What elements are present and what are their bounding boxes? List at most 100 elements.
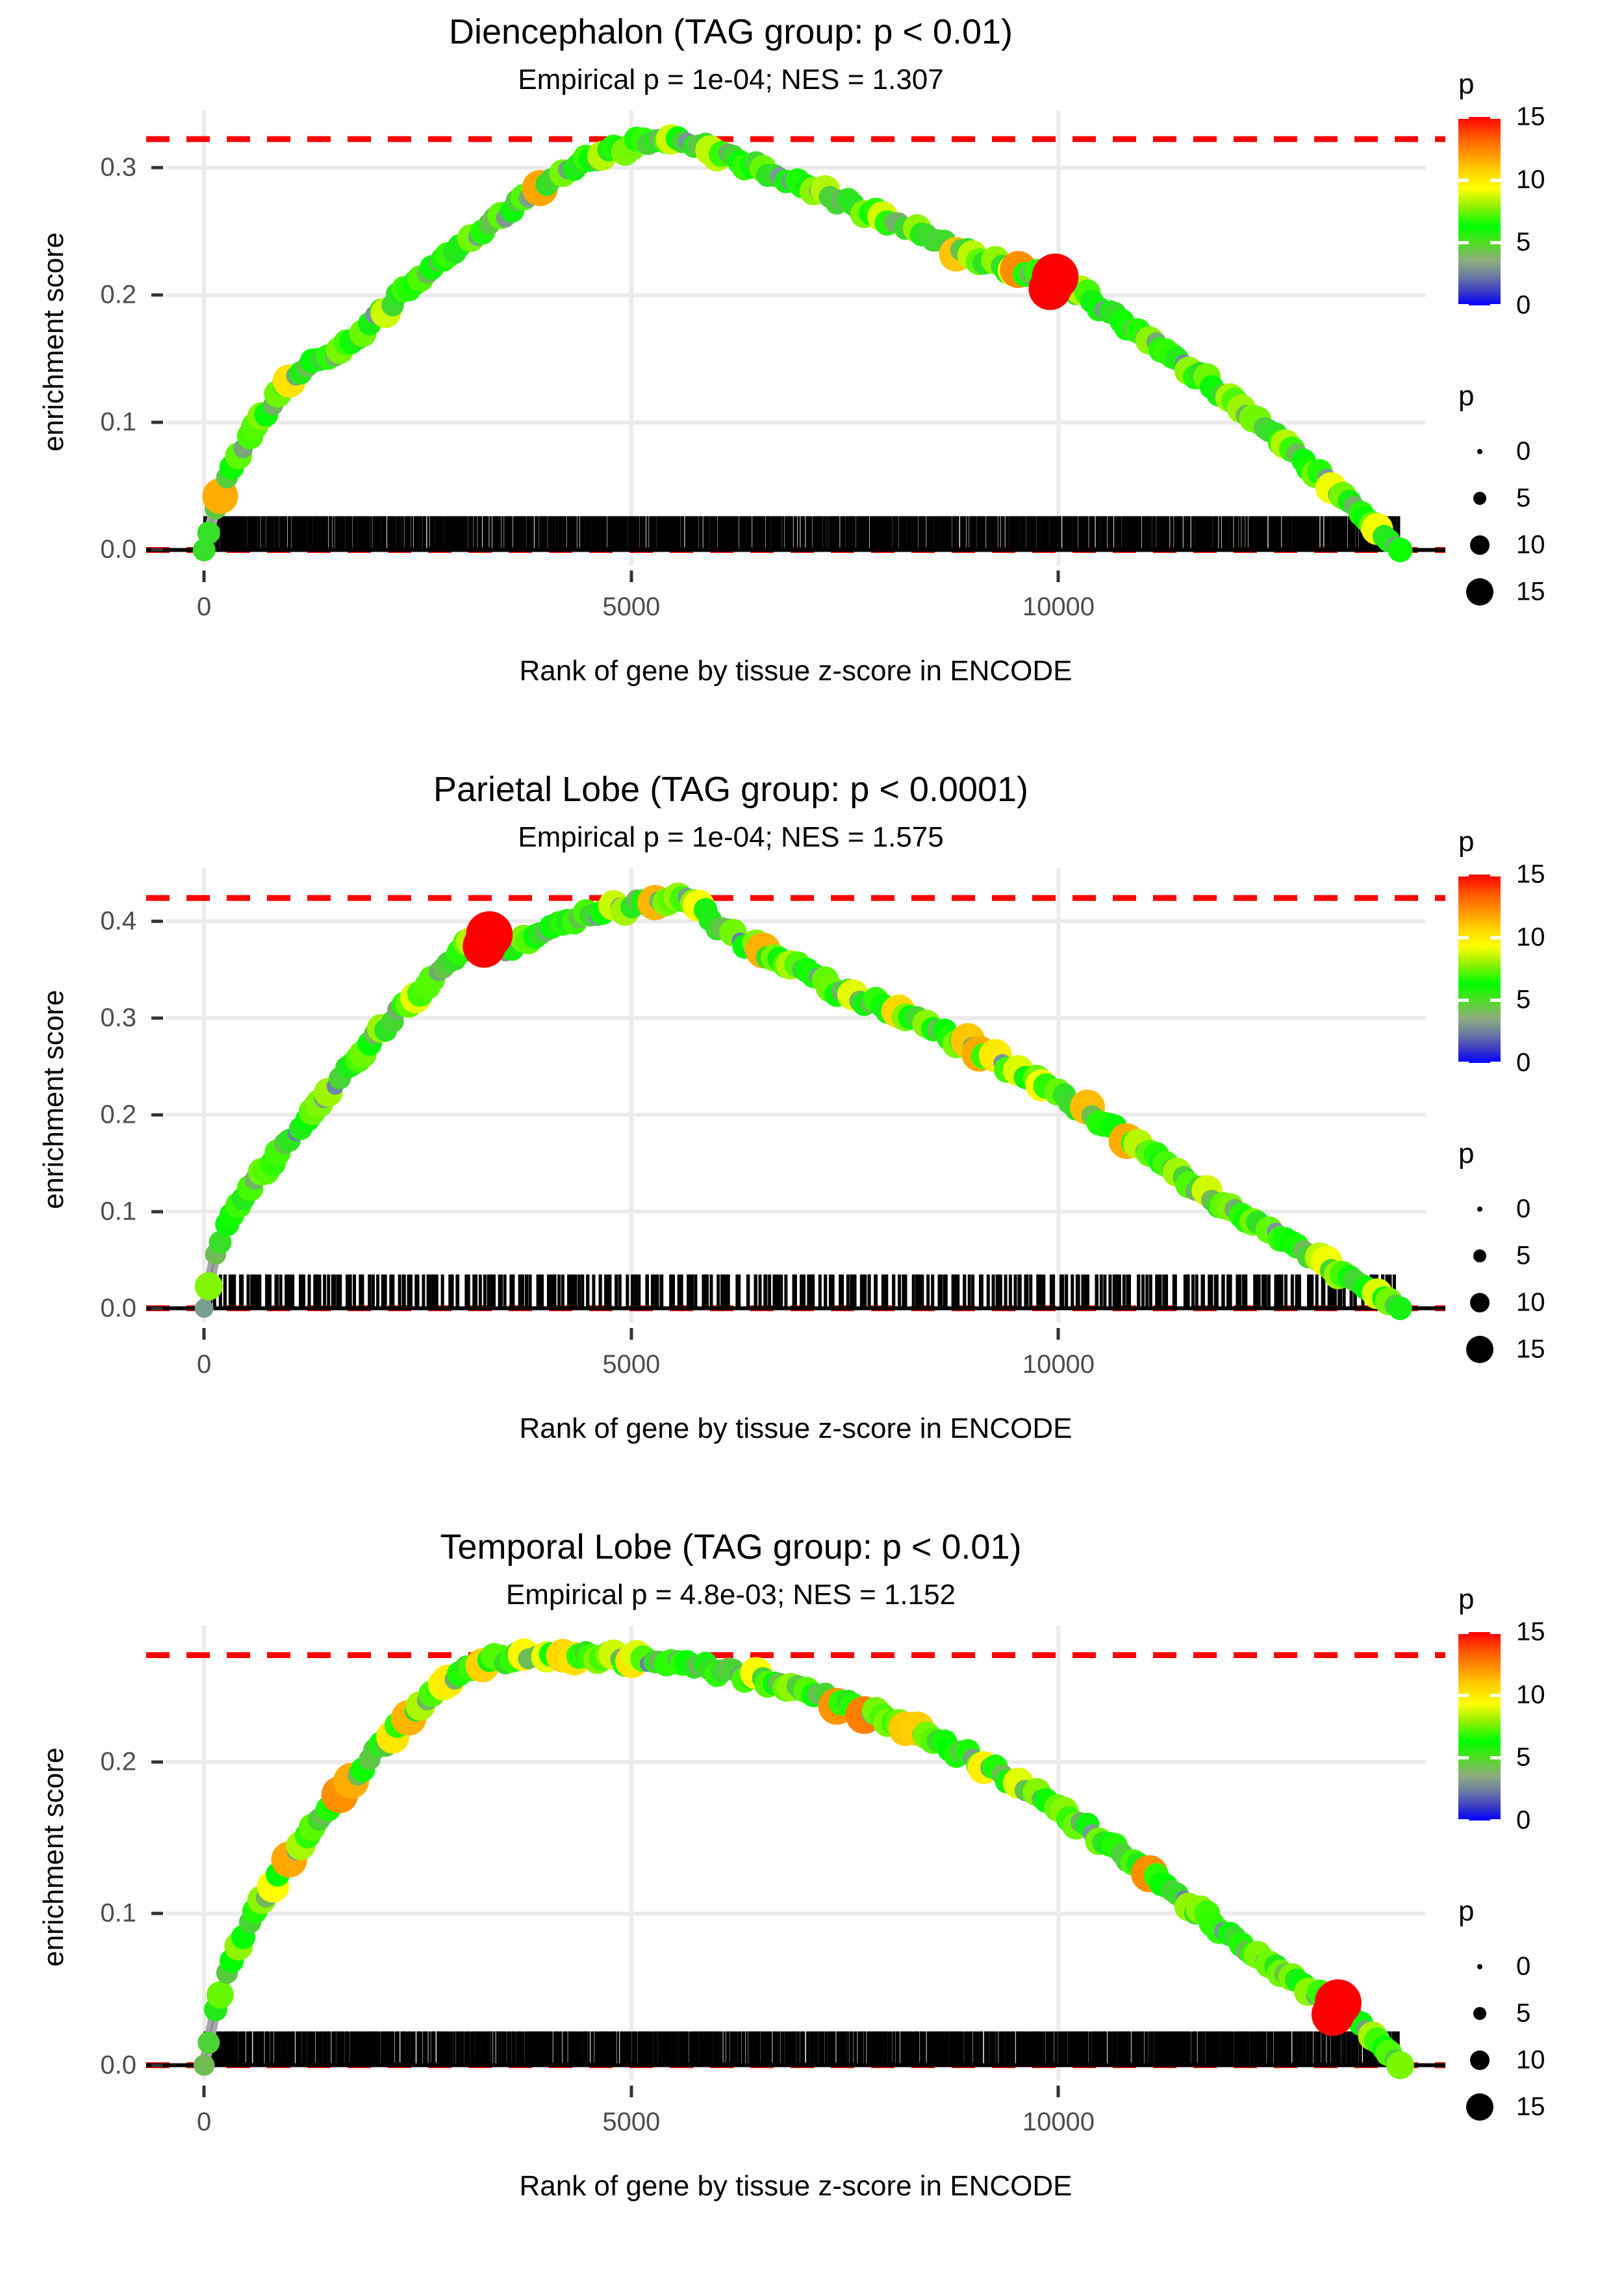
size-legend-label: 0 [1516,437,1531,466]
y-tick-mark [151,1210,163,1214]
plot-area [146,868,1445,1323]
color-legend-tick-label: 0 [1516,1806,1531,1835]
color-legend-tick-label: 0 [1516,1048,1531,1077]
size-legend-label: 10 [1516,1288,1545,1317]
color-legend-tick-label: 15 [1516,102,1545,131]
panel-parietal-lobe: Parietal Lobe (TAG group: p < 0.0001) Emp… [0,758,1624,1498]
x-tick-label: 10000 [1022,1350,1095,1379]
panel-diencephalon: Diencephalon (TAG group: p < 0.01) Empiri… [0,0,1624,741]
size-legend-dot [1466,1336,1493,1363]
y-tick-label: 0.1 [100,1197,136,1226]
y-tick-label: 0.2 [100,1747,136,1776]
size-legend-dot [1470,2050,1490,2070]
color-legend-title: p [1458,68,1475,100]
color-legend-tick-label: 10 [1516,923,1545,952]
y-tick-mark [151,1760,163,1764]
size-legend-title: p [1458,1138,1475,1169]
x-tick-label: 0 [197,593,212,621]
x-tick-mark [1056,1328,1060,1340]
x-axis-label: Rank of gene by tissue z-score in ENCODE [519,2170,1072,2202]
panel-subtitle: Empirical p = 1e-04; NES = 1.307 [518,64,944,96]
size-legend-dot [1473,1249,1486,1262]
enrichment-points [192,124,1413,563]
size-legend-label: 10 [1516,530,1545,559]
panel-title: Parietal Lobe (TAG group: p < 0.0001) [433,770,1029,809]
highlight-point [1028,267,1072,311]
y-tick-label: 0.0 [100,535,136,564]
y-tick-mark [151,1911,163,1915]
y-tick-label: 0.1 [100,1898,136,1928]
enrichment-points [194,882,1412,1320]
color-legend-notch [1490,1819,1501,1822]
x-tick-label: 5000 [602,1350,661,1379]
y-tick-mark [151,919,163,923]
y-tick-mark [151,420,163,424]
x-tick-mark [202,570,206,582]
size-legend-title: p [1458,1895,1475,1927]
y-tick-label: 0.0 [100,2050,136,2080]
color-legend-notch [1458,304,1469,307]
color-legend-title: p [1458,1583,1475,1615]
color-legend-tick-label: 0 [1516,290,1531,320]
color-legend-notch [1458,873,1469,876]
color-legend-notch [1458,116,1469,119]
size-legend-dot [1470,1293,1490,1312]
highlight-point [1311,1993,1354,2036]
color-legend-notch [1490,116,1501,119]
data-point [1386,2051,1414,2080]
x-axis-label: Rank of gene by tissue z-score in ENCODE [519,655,1072,687]
color-legend-tick-label: 15 [1516,1617,1545,1646]
size-legend-dot [1477,449,1482,454]
plot-canvas [146,1626,1445,2080]
color-legend-title: p [1458,826,1475,858]
x-axis-label: Rank of gene by tissue z-score in ENCODE [519,1412,1072,1444]
size-legend-dot [1470,535,1490,555]
x-tick-label: 5000 [602,593,661,621]
plot-canvas [146,868,1445,1323]
highlight-point [463,925,506,968]
color-legend-tick-label: 5 [1516,1743,1531,1772]
color-legend-bar [1458,117,1501,305]
size-legend-label: 5 [1516,1999,1531,2028]
x-tick-mark [629,1328,633,1340]
color-legend-notch [1490,304,1501,307]
color-legend-notch [1490,1062,1501,1065]
color-legend-bar [1458,875,1501,1063]
y-tick-label: 0.3 [100,1003,136,1032]
data-point [207,1981,234,2009]
data-point [1388,1296,1412,1320]
size-legend-label: 15 [1516,1335,1545,1364]
color-legend-notch [1490,999,1501,1003]
y-tick-label: 0.3 [100,153,136,182]
data-point [209,1231,232,1254]
data-point [1388,537,1413,563]
x-tick-label: 5000 [602,2108,661,2136]
data-point [192,539,216,561]
x-tick-mark [202,2086,206,2097]
size-legend-label: 5 [1516,483,1531,513]
y-tick-mark [151,1307,163,1310]
panel-title: Diencephalon (TAG group: p < 0.01) [448,12,1013,51]
panel-title: Temporal Lobe (TAG group: p < 0.01) [440,1527,1022,1566]
x-tick-label: 10000 [1022,2108,1095,2136]
color-legend-notch [1458,1631,1469,1634]
x-tick-mark [629,2086,633,2097]
color-legend-notch [1458,1756,1469,1760]
y-tick-label: 0.2 [100,280,136,309]
color-legend-notch [1490,1693,1501,1697]
color-legend-notch [1490,936,1501,939]
color-legend-notch [1458,178,1469,182]
x-tick-label: 10000 [1022,593,1095,621]
enrichment-points [193,1638,1414,2080]
color-legend-tick-label: 10 [1516,165,1545,194]
enrichment-line [198,1645,1406,2071]
panel-subtitle: Empirical p = 1e-04; NES = 1.575 [518,821,944,853]
color-legend-notch [1458,1062,1469,1065]
size-legend-dot [1473,2007,1486,2020]
x-tick-mark [1056,570,1060,582]
color-legend-tick-label: 10 [1516,1680,1545,1709]
color-legend-bar [1458,1632,1501,1820]
color-legend-tick-label: 5 [1516,985,1531,1014]
color-legend-notch [1458,999,1469,1003]
